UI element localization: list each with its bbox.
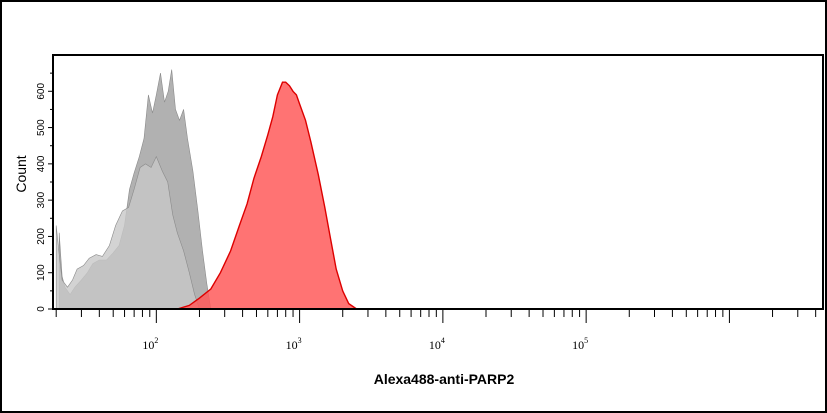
y-tick-label: 400: [36, 155, 47, 172]
x-axis: 102 103 104 105: [55, 309, 817, 352]
x-tick-label: 105: [572, 336, 588, 352]
y-axis-label: Count: [13, 155, 29, 192]
y-tick-label: 0: [36, 306, 47, 312]
x-tick-label: 102: [142, 336, 158, 352]
y-tick-label: 600: [36, 83, 47, 100]
series-3-histogram: [177, 81, 364, 310]
y-axis: 0 100 200 300 400 500 600: [36, 72, 53, 312]
y-tick-label: 500: [36, 119, 47, 136]
series-2-histogram: [55, 155, 211, 310]
y-tick-label: 100: [36, 264, 47, 281]
y-tick-label: 300: [36, 191, 47, 208]
y-tick-label: 200: [36, 228, 47, 245]
series-layer: [55, 69, 364, 310]
x-tick-label: 103: [286, 336, 302, 352]
x-axis-label: Alexa488-anti-PARP2: [374, 371, 515, 387]
x-tick-label: 104: [429, 336, 445, 352]
